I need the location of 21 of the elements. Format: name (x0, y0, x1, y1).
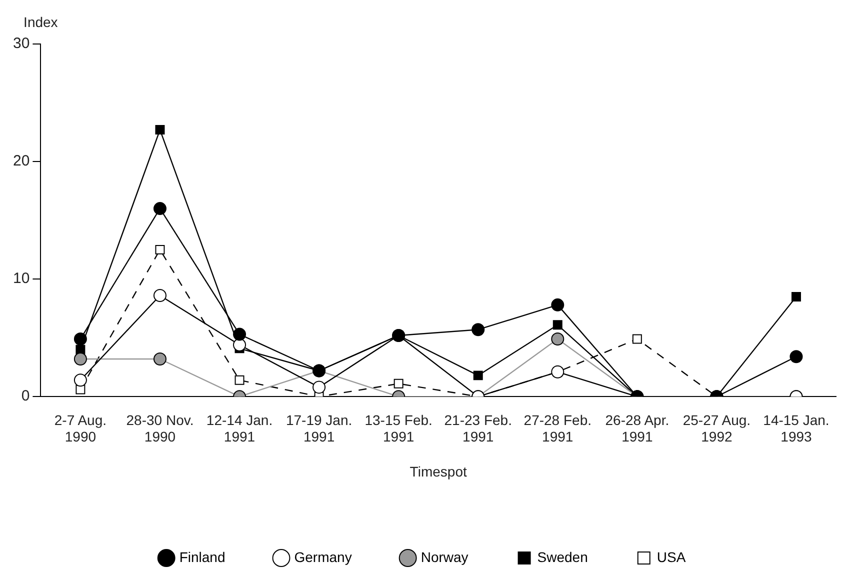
y-tick-label: 0 (21, 388, 30, 405)
x-tick-label: 21-23 Feb. 1991 (444, 412, 512, 445)
x-tick-label: 25-27 Aug. 1992 (682, 412, 751, 445)
x-tick-label: 28-30 Nov. 1990 (126, 412, 194, 445)
x-tick-label: 2-7 Aug. 1990 (54, 412, 107, 445)
y-tick-label: 10 (12, 270, 30, 288)
x-tick-label: 13-15 Feb. 1991 (364, 412, 432, 445)
x-tick-label: 14-15 Jan. 1993 (763, 412, 830, 445)
y-tick-label: 20 (12, 152, 30, 170)
legend-label: Finland (179, 548, 226, 565)
x-tick-label: 17-19 Jan. 1991 (286, 412, 352, 445)
x-axis-title: Timespot (410, 463, 467, 480)
x-tick-label: 26-28 Apr. 1991 (605, 412, 670, 445)
x-tick-label: 12-14 Jan. 1991 (206, 412, 273, 445)
y-axis-title: Index (24, 14, 58, 30)
y-tick-label: 30 (12, 35, 30, 52)
x-tick-label: 27-28 Feb. 1991 (524, 412, 592, 445)
legend-label: USA (656, 548, 686, 565)
legend-label: Norway (420, 548, 468, 565)
legend-label: Germany (294, 548, 352, 565)
legend-label: Sweden (537, 548, 588, 565)
